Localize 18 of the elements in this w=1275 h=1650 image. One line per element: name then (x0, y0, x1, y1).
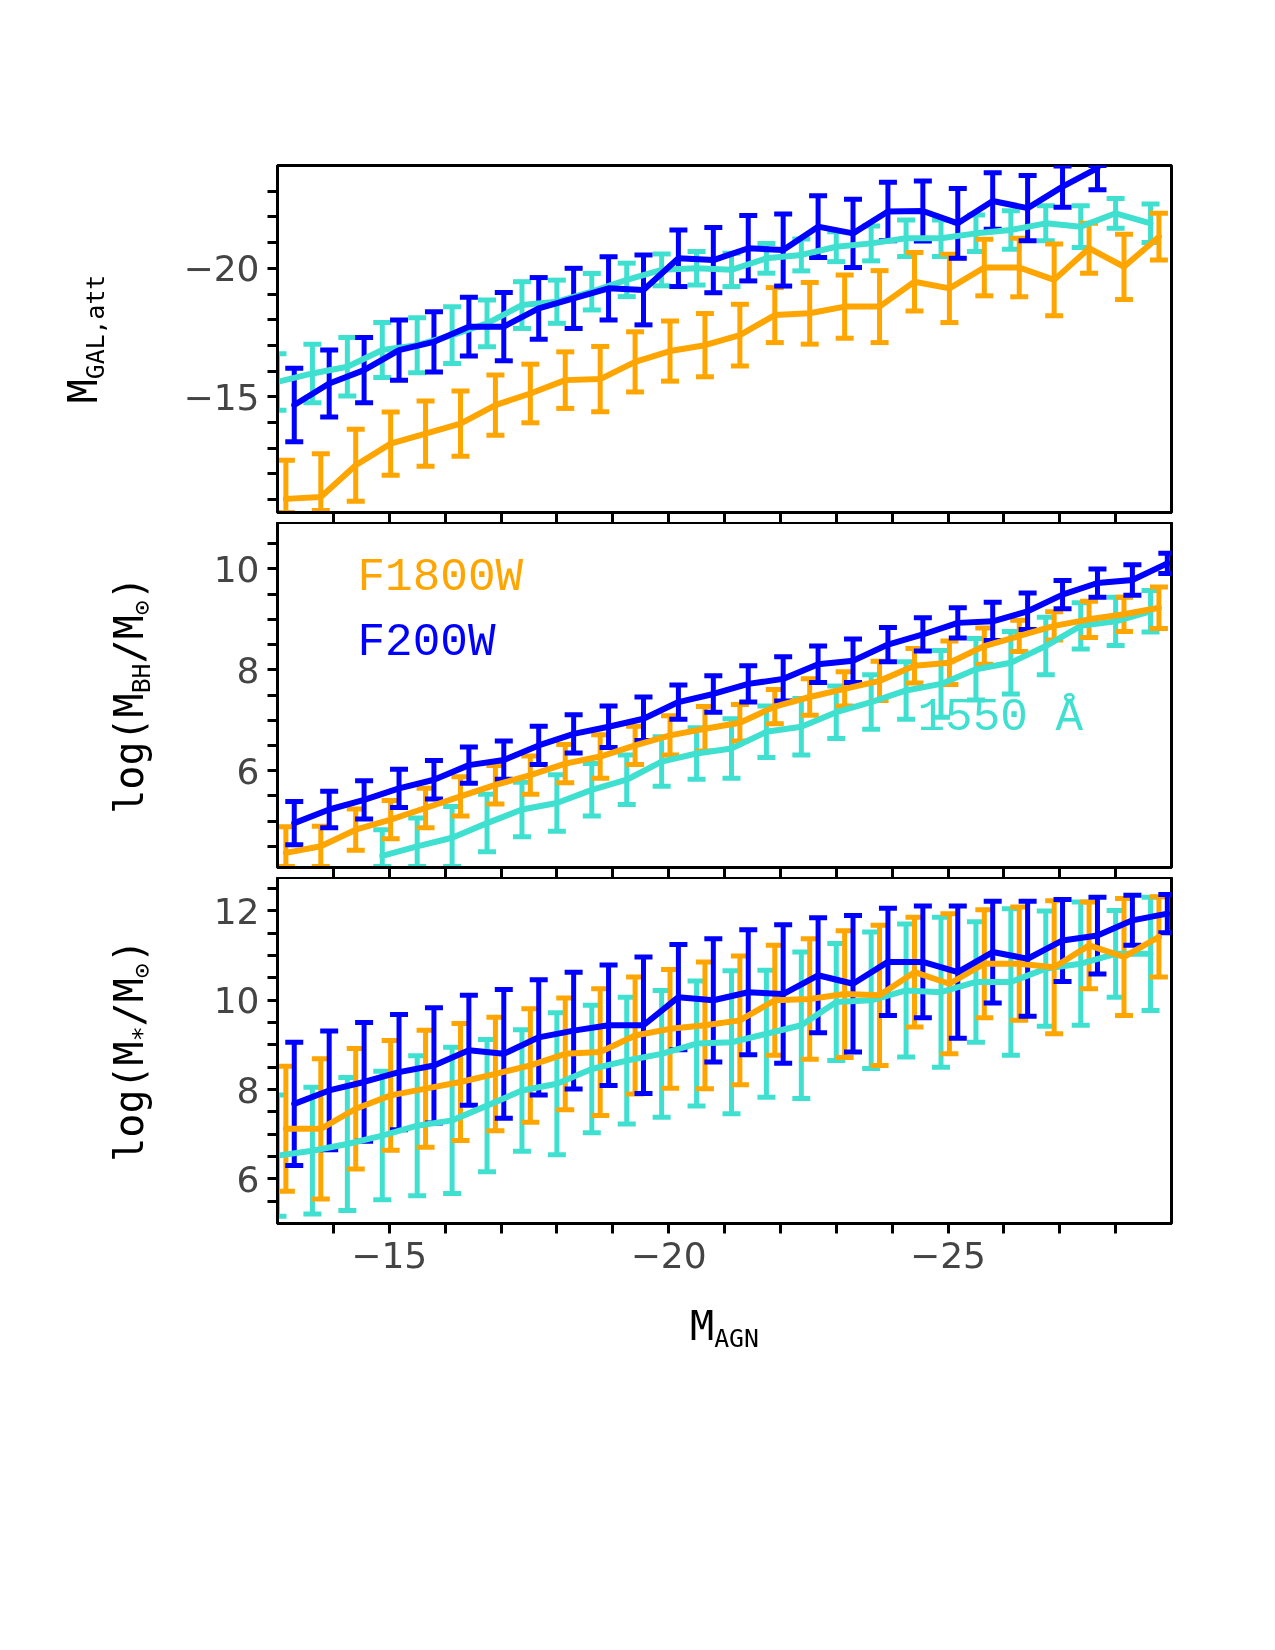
y-axis-title: MGAL,att (59, 274, 110, 404)
x-tick-label: −25 (910, 1234, 986, 1276)
y-tick-label: 8 (236, 1069, 260, 1111)
y-tick-label: 10 (213, 548, 260, 590)
y-axis-title: log(M*/M⊙) (105, 939, 156, 1162)
x-tick-label: −15 (351, 1234, 428, 1276)
y-tick-label: 6 (236, 1158, 260, 1200)
y-tick-label: 6 (236, 750, 260, 792)
x-tick-label: −20 (630, 1234, 707, 1276)
y-tick-label: −20 (183, 248, 260, 290)
y-axis-title: log(MBH/M⊙) (105, 576, 156, 814)
y-tick-label: 8 (236, 649, 260, 691)
y-tick-label: 12 (213, 890, 260, 932)
text: F1800W (357, 551, 524, 604)
y-tick-label: 10 (213, 980, 260, 1022)
y-tick-label: −15 (183, 376, 260, 418)
series-label: 1550 Å (917, 691, 1084, 744)
series-label: F200W (357, 616, 496, 669)
